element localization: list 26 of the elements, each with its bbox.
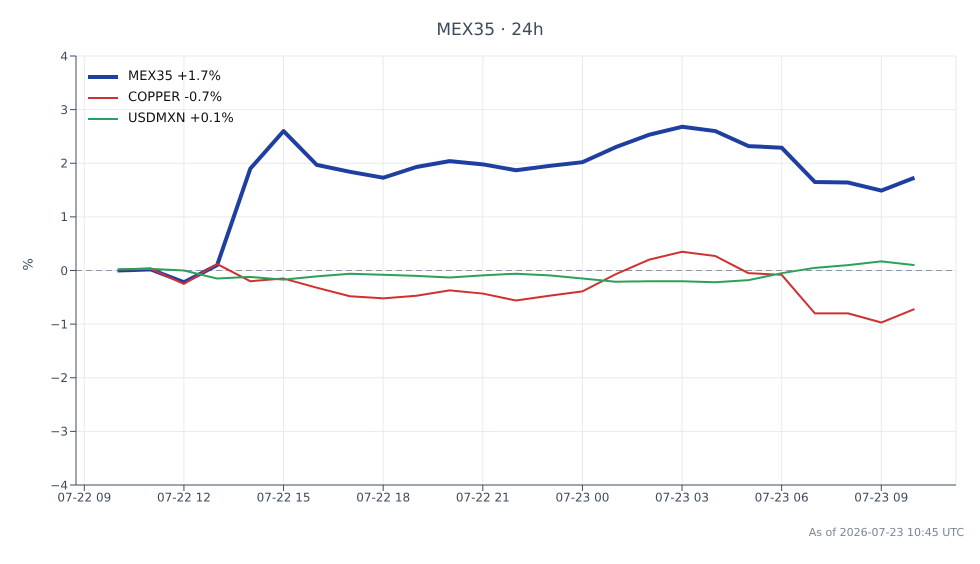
y-tick-label: 1 [60, 210, 68, 224]
x-tick-label: 07-23 00 [555, 490, 610, 505]
x-tick-label: 07-22 15 [256, 490, 311, 505]
x-tick-label: 07-22 09 [57, 490, 112, 505]
y-tick-label: −4 [50, 478, 68, 492]
y-tick-label: −1 [50, 317, 68, 332]
y-tick-label: 3 [60, 102, 68, 117]
legend-label: COPPER -0.7% [128, 90, 222, 105]
y-tick-label: −3 [50, 424, 68, 439]
y-tick-label: −2 [50, 371, 68, 386]
x-tick-label: 07-22 18 [356, 490, 410, 505]
x-tick-label: 07-23 06 [754, 490, 809, 505]
legend-label: USDMXN +0.1% [128, 111, 234, 126]
y-tick-label: 4 [60, 49, 68, 64]
line-series [116, 124, 916, 284]
legend-label: MEX35 +1.7% [128, 69, 221, 84]
line-series [116, 260, 916, 284]
x-tick-label: 07-22 12 [156, 490, 211, 505]
chart-title: MEX35 · 24h [435, 19, 545, 42]
x-tick-label: 07-23 09 [854, 490, 908, 505]
x-tick-label: 07-23 03 [655, 490, 710, 505]
text: As of 2026-07-23 10:45 UTC [808, 526, 964, 539]
y-tick-label: 0 [60, 264, 68, 278]
y-tick-label: 2 [60, 156, 68, 171]
x-tick-label: 07-22 21 [456, 490, 510, 505]
y-axis-title: % [22, 258, 37, 270]
